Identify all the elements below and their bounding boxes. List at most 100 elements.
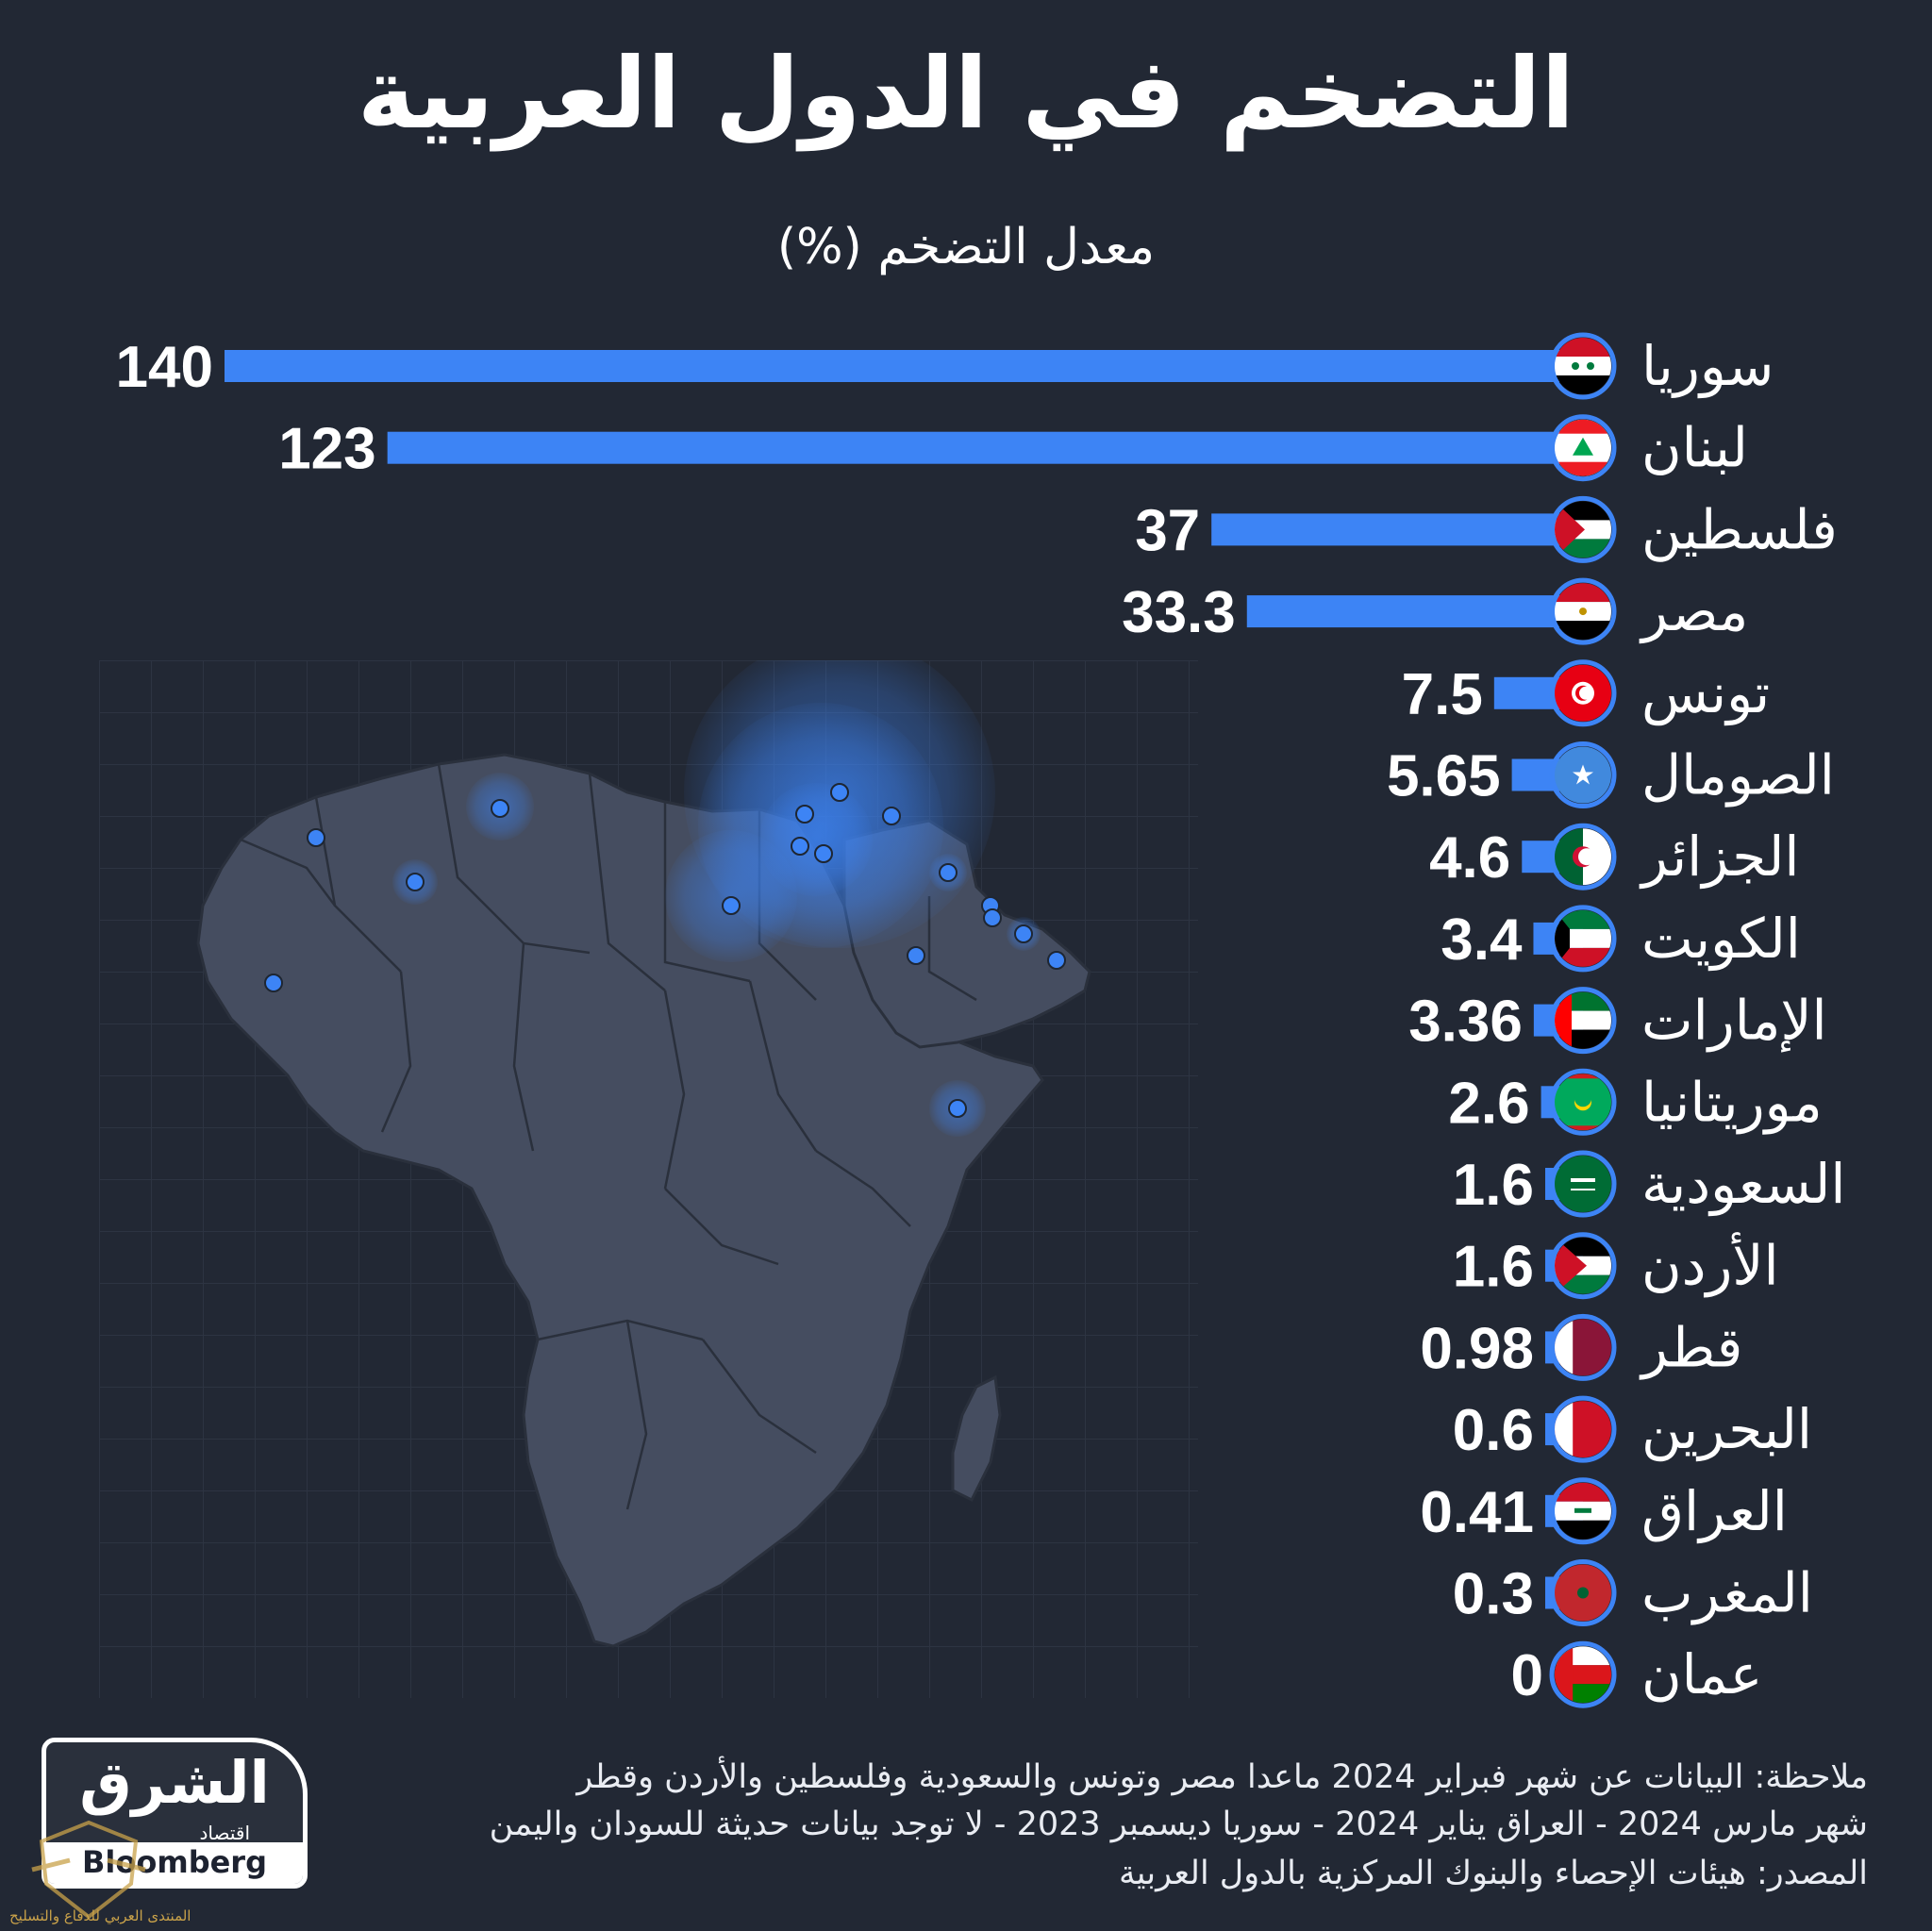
bar-value-label: 0.3 [1453,1562,1534,1627]
bar-row: 0.98 قطر [1420,1313,1742,1381]
lebanon-flag-icon [1549,414,1617,482]
category-label: سوريا [1641,334,1774,399]
bar-row: 0.41 العراق [1420,1477,1788,1545]
location-marker-icon [939,863,958,882]
bar-row: 2.6 موريتانيا [1448,1068,1823,1136]
asharq-bloomberg-logo: الشرق اقتصاد مع Bloomberg [42,1738,308,1889]
location-marker-icon [983,908,1002,927]
category-label: قطر [1639,1315,1742,1380]
bar-value-label: 4.6 [1429,825,1510,891]
bar-row: 123 لبنان [278,414,1748,482]
bar [1211,513,1583,546]
category-label: تونس [1641,661,1770,726]
bar-value-label: 3.36 [1408,990,1523,1055]
chart-subtitle: معدل التضخم (%) [776,219,1156,275]
saudi-flag-icon [1549,1150,1617,1218]
category-label: الجزائر [1639,824,1800,890]
note-line-1: ملاحظة: البيانات عن شهر فبراير 2024 ماعد… [576,1758,1868,1796]
category-label: الإمارات [1641,989,1827,1054]
category-label: الأردن [1641,1232,1779,1298]
bar-row: 0.3 المغرب [1453,1559,1813,1627]
tunisia-flag-icon [1549,659,1617,727]
morocco-flag-icon [1549,1559,1617,1626]
location-marker-icon [722,896,741,915]
bar [1246,595,1583,628]
logo-bar [46,1842,303,1884]
bar-row: 3.36 الإمارات [1408,987,1827,1055]
africa-middle-east-map-icon [99,637,1198,1698]
uae-flag-icon [1549,987,1617,1055]
category-label: البحرين [1641,1397,1812,1462]
bar-value-label: 2.6 [1448,1071,1529,1136]
jordan-flag-icon [1549,1232,1617,1300]
location-marker-icon [830,783,849,802]
bar-row: 7.5 تونس [1402,659,1770,727]
watermark-text: المنتدى العربي للدفاع والتسليح [9,1907,192,1924]
page-title: التضخم في الدول العربية [357,36,1575,151]
location-marker-icon [795,805,814,824]
category-label: فلسطين [1641,497,1838,562]
algeria-flag-icon [1549,823,1617,891]
egypt-flag-icon [1549,577,1617,645]
category-label: السعودية [1641,1152,1846,1217]
qatar-flag-icon [1549,1313,1617,1381]
mauritania-flag-icon [1549,1068,1617,1136]
country-borders [240,763,977,1510]
source-line: المصدر: هيئات الإحصاء والبنوك المركزية ب… [1119,1855,1868,1892]
bar-row: 5.65 الصومال [1387,741,1835,809]
location-marker-icon [264,974,283,992]
oman-flag-icon [1549,1640,1617,1708]
bar-row: 37 فلسطين [1135,495,1838,563]
bar-value-label: 1.6 [1453,1235,1534,1300]
location-marker-icon [406,873,425,891]
bar [225,350,1583,382]
somalia-flag-icon [1549,741,1617,808]
location-marker-icon [882,807,901,825]
bar [387,431,1584,464]
logo-sub-text: اقتصاد [199,1822,251,1844]
bar-row: 3.4 الكويت [1441,905,1801,973]
bahrain-flag-icon [1549,1395,1617,1463]
location-marker-icon [791,837,809,856]
location-marker-icon [307,828,325,847]
bar-value-label: 0.41 [1420,1480,1534,1545]
category-label: مصر [1639,579,1748,644]
category-label: عمان [1641,1642,1762,1706]
bar-value-label: 33.3 [1122,580,1236,645]
category-label: لبنان [1641,416,1748,480]
bar-row: 4.6 الجزائر [1429,823,1800,891]
bar-row: 1.6 السعودية [1453,1150,1846,1218]
category-label: العراق [1641,1479,1788,1544]
category-label: الكويت [1641,907,1801,972]
bar-row: 140 سوريا [116,332,1774,400]
location-marker-icon [948,1099,967,1118]
category-label: الصومال [1641,743,1835,808]
note-line-2: شهر مارس 2024 - العراق يناير 2024 - سوري… [489,1806,1868,1843]
bar-value-label: 5.65 [1387,744,1501,809]
bar-value-label: 0.6 [1453,1398,1534,1463]
location-marker-icon [491,799,509,818]
category-label: موريتانيا [1641,1070,1823,1135]
bar-value-label: 7.5 [1402,662,1483,727]
bar-value-label: 1.6 [1453,1153,1534,1218]
madagascar [951,1374,1002,1503]
bar-value-label: 37 [1135,498,1200,563]
palestine-flag-icon [1549,495,1617,563]
shield-watermark-icon [31,1820,146,1920]
location-markers [264,783,1066,1118]
bar-row: 0.6 البحرين [1453,1395,1812,1463]
bar-value-label: 0.98 [1420,1316,1534,1381]
bar-value-label: 123 [278,417,375,482]
logo-main-text: الشرق [79,1748,270,1817]
category-label: المغرب [1641,1561,1813,1626]
bar-row: 1.6 الأردن [1453,1232,1779,1300]
map-svg [99,637,1198,1698]
location-marker-icon [814,844,833,863]
bar-value-label: 0 [1511,1643,1543,1708]
kuwait-flag-icon [1549,905,1617,973]
location-marker-icon [1047,951,1066,970]
bar-value-label: 140 [116,335,213,400]
location-marker-icon [1014,924,1033,943]
bar-row: 0 عمان [1511,1640,1762,1708]
